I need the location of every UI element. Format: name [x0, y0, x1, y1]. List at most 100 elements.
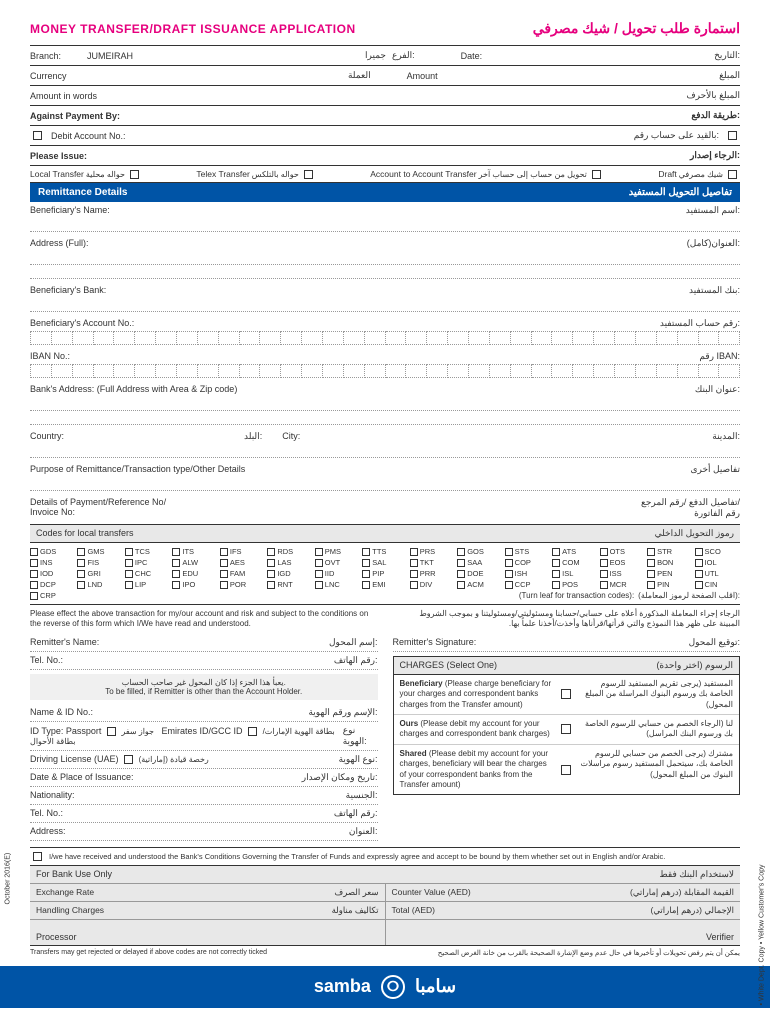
- issue-checkbox-1[interactable]: [304, 170, 313, 179]
- code-checkbox-rnt[interactable]: [267, 581, 275, 589]
- remit-field-1: Address (Full):العنوان(كامل):: [30, 235, 740, 282]
- country-en: Country:: [30, 431, 64, 442]
- code-checkbox-gms[interactable]: [77, 548, 85, 556]
- code-checkbox-cop[interactable]: [505, 559, 513, 567]
- code-checkbox-com[interactable]: [552, 559, 560, 567]
- issue-checkbox-2[interactable]: [592, 170, 601, 179]
- code-sal: SAL: [362, 558, 407, 567]
- code-checkbox-ccp[interactable]: [505, 581, 513, 589]
- code-checkbox-gos[interactable]: [457, 548, 465, 556]
- code-pos: POS: [552, 580, 597, 589]
- code-checkbox-igd[interactable]: [267, 570, 275, 578]
- code-checkbox-tcs[interactable]: [125, 548, 133, 556]
- country-mid-ar: البلد:: [244, 431, 262, 442]
- title-en: MONEY TRANSFER/DRAFT ISSUANCE APPLICATIO…: [30, 22, 356, 36]
- code-checkbox-saa[interactable]: [457, 559, 465, 567]
- details-ar2: رقم الفاتورة: [694, 508, 740, 518]
- code-checkbox-doe[interactable]: [457, 570, 465, 578]
- code-checkbox-str[interactable]: [647, 548, 655, 556]
- code-utl: UTL: [695, 569, 740, 578]
- code-gds: GDS: [30, 547, 75, 556]
- code-checkbox-ats[interactable]: [552, 548, 560, 556]
- issue-checkbox-0[interactable]: [130, 170, 139, 179]
- code-checkbox-iss[interactable]: [600, 570, 608, 578]
- debit-checkbox-ar[interactable]: [728, 131, 737, 140]
- code-checkbox-emi[interactable]: [362, 581, 370, 589]
- code-checkbox-bon[interactable]: [647, 559, 655, 567]
- debit-checkbox[interactable]: [33, 131, 42, 140]
- code-fam: FAM: [220, 569, 265, 578]
- code-checkbox-ots[interactable]: [600, 548, 608, 556]
- code-checkbox-iol[interactable]: [695, 559, 703, 567]
- other-field-3: Date & Place of Issuance:تاريخ ومكان الإ…: [30, 769, 378, 787]
- code-checkbox-eos[interactable]: [600, 559, 608, 567]
- code-checkbox-ipc[interactable]: [125, 559, 133, 567]
- code-checkbox-edu[interactable]: [172, 570, 180, 578]
- code-checkbox-div[interactable]: [410, 581, 418, 589]
- code-crp: CRP: [30, 591, 75, 600]
- against-label-en: Against Payment By:: [30, 111, 120, 121]
- code-checkbox-tts[interactable]: [362, 548, 370, 556]
- code-checkbox-ovt[interactable]: [315, 559, 323, 567]
- code-checkbox-ifs[interactable]: [220, 548, 228, 556]
- code-checkbox-acm[interactable]: [457, 581, 465, 589]
- code-checkbox-isl[interactable]: [552, 570, 560, 578]
- code-checkbox-prr[interactable]: [410, 570, 418, 578]
- code-checkbox-sal[interactable]: [362, 559, 370, 567]
- code-checkbox-lip[interactable]: [125, 581, 133, 589]
- currency-label-ar: العملة: [348, 70, 371, 81]
- code-checkbox-por[interactable]: [220, 581, 228, 589]
- code-checkbox-ish[interactable]: [505, 570, 513, 578]
- date-label-en: Date:: [461, 51, 483, 61]
- charge-checkbox-0[interactable]: [561, 689, 571, 699]
- disclaimer-checkbox[interactable]: [33, 852, 42, 861]
- code-checkbox-dcp[interactable]: [30, 581, 38, 589]
- code-checkbox-prs[interactable]: [410, 548, 418, 556]
- code-checkbox-chc[interactable]: [125, 570, 133, 578]
- charges-header-en: CHARGES (Select One): [400, 660, 498, 671]
- code-checkbox-gds[interactable]: [30, 548, 38, 556]
- code-checkbox-fam[interactable]: [220, 570, 228, 578]
- code-checkbox-sts[interactable]: [505, 548, 513, 556]
- gray-note-en: To be filled, if Remitter is other than …: [34, 687, 374, 696]
- code-checkbox-gri[interactable]: [77, 570, 85, 578]
- code-checkbox-ipo[interactable]: [172, 581, 180, 589]
- code-checkbox-iid[interactable]: [315, 570, 323, 578]
- remit-field-5: Bank's Address: (Full Address with Area …: [30, 381, 740, 428]
- code-checkbox-lnc[interactable]: [315, 581, 323, 589]
- remitter-left-col: Remitter's Name:إسم المحول: Tel. No.:رقم…: [30, 634, 378, 841]
- code-checkbox-its[interactable]: [172, 548, 180, 556]
- remit-field-0: Beneficiary's Name:اسم المستفيد:: [30, 202, 740, 235]
- code-aes: AES: [220, 558, 265, 567]
- code-checkbox-mcr[interactable]: [600, 581, 608, 589]
- code-lip: LIP: [125, 580, 170, 589]
- code-checkbox-pos[interactable]: [552, 581, 560, 589]
- code-checkbox-las[interactable]: [267, 559, 275, 567]
- code-checkbox-fis[interactable]: [77, 559, 85, 567]
- charge-checkbox-1[interactable]: [561, 724, 571, 734]
- code-checkbox-cin[interactable]: [695, 581, 703, 589]
- code-checkbox-aes[interactable]: [220, 559, 228, 567]
- code-ots: OTS: [600, 547, 645, 556]
- code-checkbox-pip[interactable]: [362, 570, 370, 578]
- code-checkbox-rds[interactable]: [267, 548, 275, 556]
- code-checkbox-lnd[interactable]: [77, 581, 85, 589]
- code-checkbox-pen[interactable]: [647, 570, 655, 578]
- logo-ar: سامبا: [415, 976, 456, 997]
- code-sts: STS: [505, 547, 550, 556]
- code-checkbox-ins[interactable]: [30, 559, 38, 567]
- other-field-5: Tel. No.:رقم الهاتف:: [30, 805, 378, 823]
- code-checkbox-iod[interactable]: [30, 570, 38, 578]
- code-checkbox-crp[interactable]: [30, 592, 38, 600]
- code-tts: TTS: [362, 547, 407, 556]
- code-checkbox-pms[interactable]: [315, 548, 323, 556]
- code-checkbox-pin[interactable]: [647, 581, 655, 589]
- code-checkbox-utl[interactable]: [695, 570, 703, 578]
- issue-checkbox-3[interactable]: [728, 170, 737, 179]
- charge-checkbox-2[interactable]: [561, 765, 571, 775]
- code-checkbox-sco[interactable]: [695, 548, 703, 556]
- code-checkbox-alw[interactable]: [172, 559, 180, 567]
- payment-details-row: Details of Payment/Reference No/Invoice …: [30, 494, 740, 524]
- code-checkbox-tkt[interactable]: [410, 559, 418, 567]
- code-ccp: CCP: [505, 580, 550, 589]
